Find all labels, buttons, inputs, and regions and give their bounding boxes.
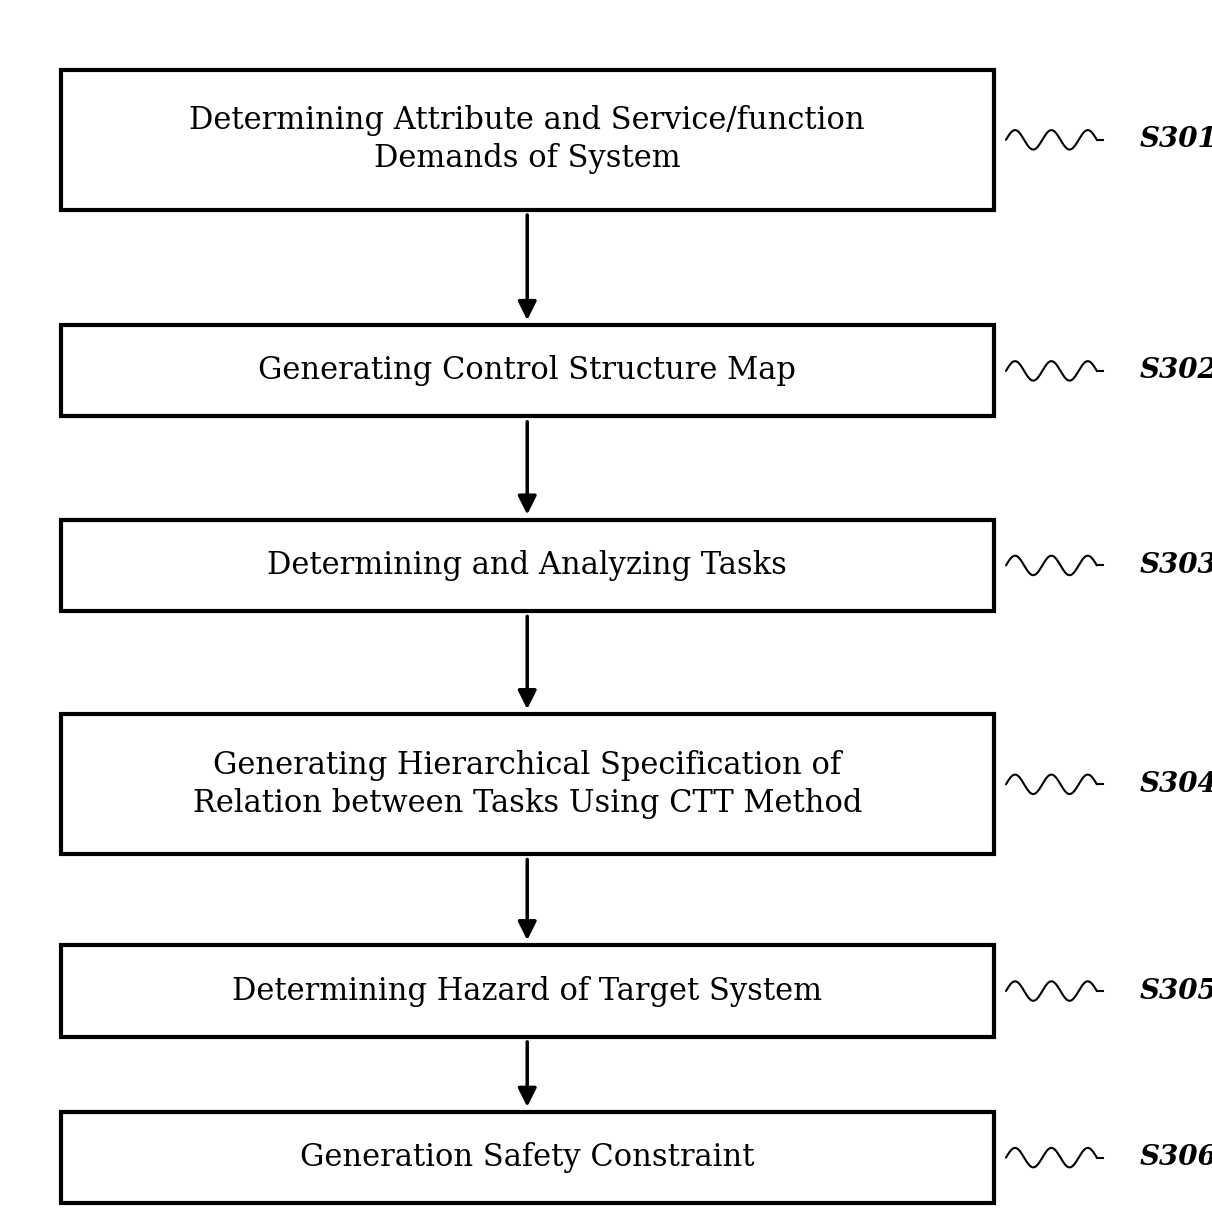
Text: S306: S306 [1139,1144,1212,1171]
Bar [61,946,994,1036]
Text: S302: S302 [1139,358,1212,384]
Bar [61,520,994,610]
Text: S304: S304 [1139,771,1212,798]
Text: Determining Hazard of Target System: Determining Hazard of Target System [233,975,822,1007]
Bar [61,71,994,209]
Bar [61,1111,994,1204]
Text: S303: S303 [1139,552,1212,579]
Bar [61,715,994,854]
Text: Determining and Analyzing Tasks: Determining and Analyzing Tasks [268,550,787,581]
Bar [61,326,994,416]
Text: Generation Safety Constraint: Generation Safety Constraint [301,1142,754,1173]
Text: Generating Control Structure Map: Generating Control Structure Map [258,355,796,387]
Text: Generating Hierarchical Specification of
Relation between Tasks Using CTT Method: Generating Hierarchical Specification of… [193,750,862,818]
Text: S305: S305 [1139,978,1212,1004]
Text: Determining Attribute and Service/function
Demands of System: Determining Attribute and Service/functi… [189,106,865,174]
Text: S301: S301 [1139,126,1212,153]
